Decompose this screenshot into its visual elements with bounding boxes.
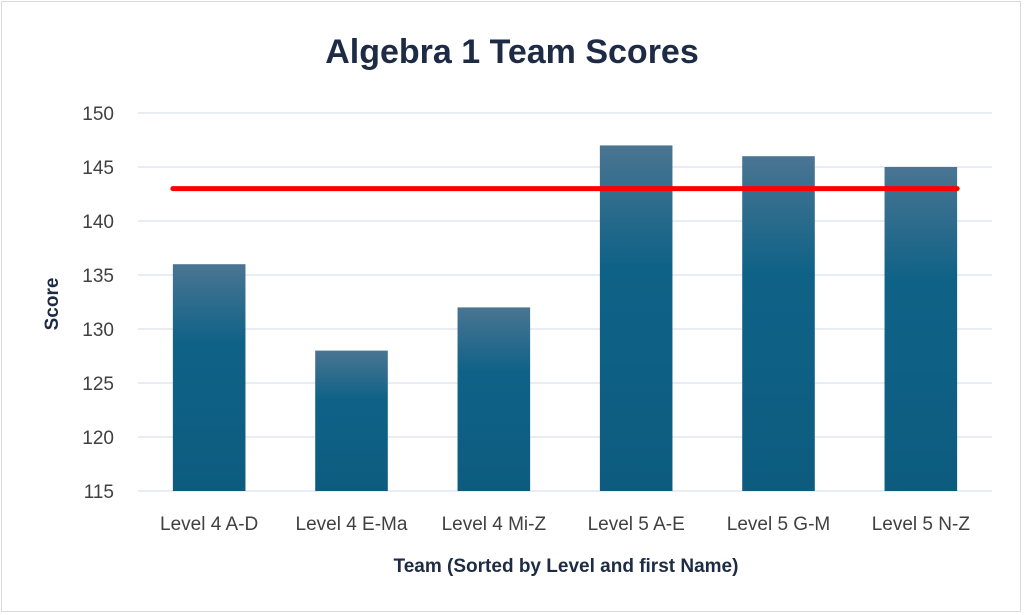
x-axis-title: Team (Sorted by Level and first Name) [394,556,739,577]
x-tick-label: Level 5 A-E [588,514,685,535]
chart-title: Algebra 1 Team Scores [325,33,699,71]
y-tick-label: 150 [82,104,114,125]
x-tick-label: Level 4 A-D [160,514,258,535]
y-tick-label: 115 [84,482,114,503]
bar [742,156,815,491]
x-tick-label: Level 5 G-M [727,514,830,535]
y-tick-label: 120 [82,428,114,449]
bar [884,167,958,491]
bars [172,145,958,491]
y-tick-label: 140 [82,212,114,233]
x-tick-label: Level 4 E-Ma [296,514,408,535]
bar [315,350,388,491]
y-tick-label: 125 [82,374,114,395]
y-tick-label: 135 [82,266,114,287]
y-tick-label: 130 [82,320,114,341]
bar [172,264,246,491]
bar [457,307,531,491]
bar [599,145,673,491]
x-tick-label: Level 5 N-Z [872,514,971,535]
x-axis-ticks: Level 4 A-D Level 4 E-Ma Level 4 Mi-Z Level… [160,514,970,535]
gridlines [138,112,992,492]
x-tick-label: Level 4 Mi-Z [442,514,547,535]
y-axis-title: Score [42,278,63,331]
y-axis-ticks: 115 120 125 130 135 140 145 150 [82,104,114,503]
y-tick-label: 145 [82,158,114,179]
